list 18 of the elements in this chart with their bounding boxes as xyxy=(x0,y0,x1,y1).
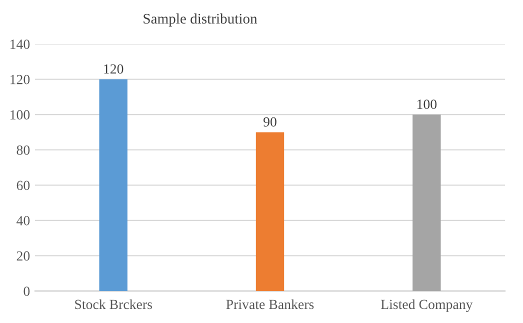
bar xyxy=(99,79,128,291)
y-tick-label: 140 xyxy=(10,40,30,49)
y-tick-label: 60 xyxy=(16,180,30,190)
data-label: 90 xyxy=(264,117,276,127)
bar xyxy=(412,114,441,291)
x-tick-label: Private Bankers xyxy=(226,299,314,310)
x-tick-label: Listed Company xyxy=(380,299,473,312)
bar xyxy=(256,132,284,291)
chart-title: Sample distribution xyxy=(144,13,258,27)
y-tick-label: 120 xyxy=(10,74,30,84)
x-tick-label: Stock Brckers xyxy=(75,299,152,310)
y-tick-label: 20 xyxy=(16,251,30,261)
y-tick-label: 100 xyxy=(10,110,30,120)
y-tick-label: 80 xyxy=(16,145,30,155)
y-tick-label: 40 xyxy=(16,216,30,226)
y-tick-label: 0 xyxy=(24,286,30,296)
data-label: 100 xyxy=(417,100,437,109)
data-label: 120 xyxy=(104,64,124,74)
